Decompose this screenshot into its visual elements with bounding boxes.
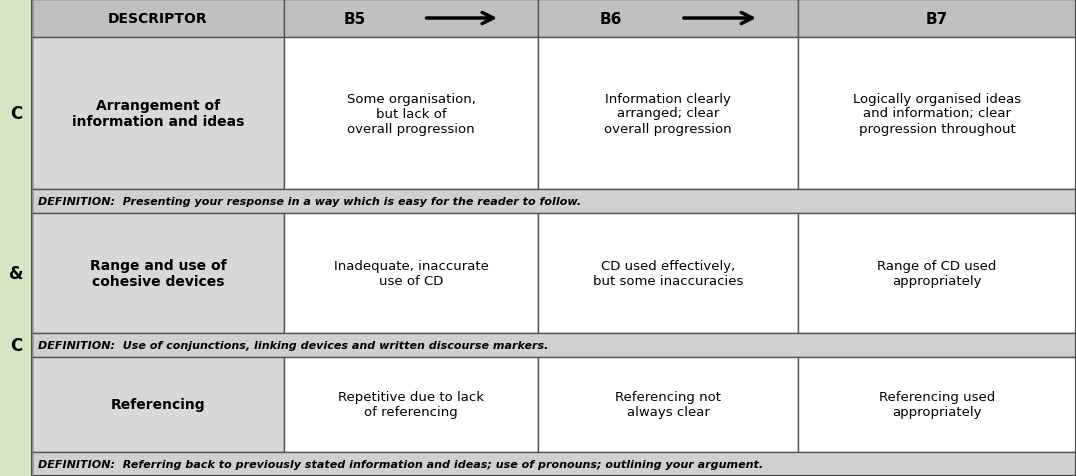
Text: DEFINITION:  Presenting your response in a way which is easy for the reader to f: DEFINITION: Presenting your response in …: [38, 197, 581, 207]
Bar: [538, 0, 798, 38]
Bar: [538, 38, 798, 189]
Bar: [284, 38, 538, 189]
Bar: [538, 357, 798, 452]
Bar: [284, 214, 538, 333]
Bar: [32, 357, 284, 452]
Text: B6: B6: [599, 11, 622, 27]
Bar: [32, 0, 284, 38]
Text: Logically organised ideas
and information; clear
progression throughout: Logically organised ideas and informatio…: [853, 92, 1021, 135]
Text: Information clearly
arranged; clear
overall progression: Information clearly arranged; clear over…: [605, 92, 732, 135]
Text: Repetitive due to lack
of referencing: Repetitive due to lack of referencing: [338, 391, 484, 418]
Text: Referencing not
always clear: Referencing not always clear: [615, 391, 721, 418]
Text: Arrangement of
information and ideas: Arrangement of information and ideas: [72, 99, 244, 129]
Text: DESCRIPTOR: DESCRIPTOR: [109, 12, 208, 26]
Bar: [538, 214, 798, 333]
Bar: [32, 38, 284, 189]
Bar: [32, 214, 284, 333]
Text: Range of CD used
appropriately: Range of CD used appropriately: [877, 259, 996, 288]
Text: DEFINITION:  Use of conjunctions, linking devices and written discourse markers.: DEFINITION: Use of conjunctions, linking…: [38, 340, 549, 350]
Text: C: C: [10, 105, 23, 123]
Bar: [798, 214, 1076, 333]
Text: Referencing: Referencing: [111, 397, 206, 412]
Bar: [32, 189, 1076, 214]
Bar: [798, 0, 1076, 38]
Text: Some organisation,
but lack of
overall progression: Some organisation, but lack of overall p…: [346, 92, 476, 135]
Text: CD used effectively,
but some inaccuracies: CD used effectively, but some inaccuraci…: [593, 259, 744, 288]
Text: Range and use of
cohesive devices: Range and use of cohesive devices: [89, 258, 226, 288]
Bar: [798, 357, 1076, 452]
Text: DEFINITION:  Referring back to previously stated information and ideas; use of p: DEFINITION: Referring back to previously…: [38, 459, 763, 469]
Bar: [32, 333, 1076, 357]
Text: B7: B7: [925, 11, 948, 27]
Bar: [284, 0, 538, 38]
Text: B5: B5: [344, 11, 366, 27]
Bar: [32, 452, 1076, 476]
Text: Referencing used
appropriately: Referencing used appropriately: [879, 391, 995, 418]
Bar: [284, 357, 538, 452]
Text: &: &: [9, 265, 24, 282]
Bar: [798, 38, 1076, 189]
Text: Inadequate, inaccurate
use of CD: Inadequate, inaccurate use of CD: [334, 259, 489, 288]
Text: C: C: [10, 336, 23, 354]
Bar: [0, 0, 32, 476]
